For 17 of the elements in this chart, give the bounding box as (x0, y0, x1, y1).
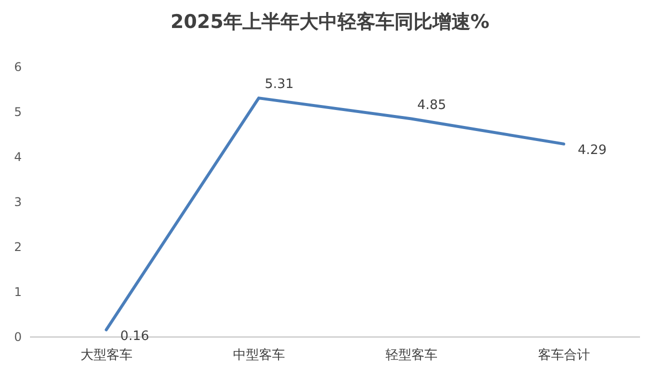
y-tick-label: 1 (14, 285, 22, 299)
x-tick-label: 中型客车 (232, 347, 285, 363)
x-tick-label: 客车合计 (538, 347, 590, 363)
y-tick-label: 5 (14, 105, 22, 119)
y-tick-label: 2 (14, 240, 22, 254)
y-tick-label: 6 (14, 60, 22, 74)
y-tick-label: 3 (14, 195, 22, 209)
x-tick-label: 大型客车 (80, 347, 132, 363)
line-series (104, 96, 566, 332)
y-tick-label: 4 (14, 150, 22, 164)
x-tick-label: 轻型客车 (385, 347, 438, 363)
data-label: 0.16 (120, 328, 150, 344)
y-tick-label: 0 (14, 330, 22, 344)
data-label: 4.85 (417, 98, 446, 113)
data-label: 4.29 (578, 142, 607, 158)
chart-title: 2025年上半年大中轻客车同比增速% (170, 11, 490, 33)
data-label: 5.31 (264, 77, 294, 92)
